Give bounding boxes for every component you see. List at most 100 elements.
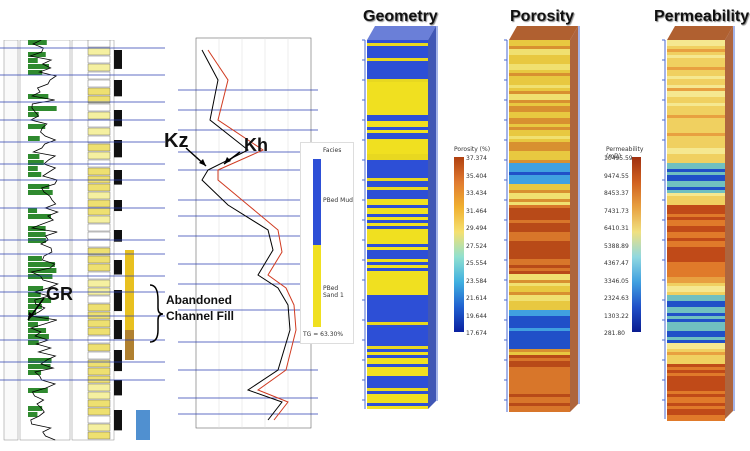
column-layer <box>509 43 570 46</box>
column-layer <box>367 265 428 268</box>
column-layer <box>667 274 725 277</box>
column-layer <box>367 244 428 247</box>
column-layer <box>667 379 725 382</box>
gr-fill <box>28 406 43 411</box>
column-layer <box>667 418 725 421</box>
column-layer <box>509 259 570 262</box>
column-layer <box>667 190 725 193</box>
column-layer <box>667 136 725 139</box>
column-layer <box>667 397 725 400</box>
column-layer <box>667 346 725 349</box>
porosity-tick-4: 29.494 <box>466 225 487 232</box>
gr-fill <box>28 208 38 213</box>
column-layer <box>667 112 725 115</box>
permeability-colorbar: Permeability (mD) 10495.59 9474.55 8453.37… <box>604 145 654 337</box>
column-layer <box>509 94 570 97</box>
lithology-bed <box>87 87 111 96</box>
column-side <box>428 26 436 409</box>
column-layer <box>509 157 570 160</box>
facies-mud-label: PBed Mud <box>323 197 353 204</box>
column-layer <box>367 226 428 229</box>
lithology-bed <box>87 127 111 136</box>
column-layer <box>509 271 570 274</box>
column-layer <box>509 40 570 43</box>
column-layer <box>667 193 725 196</box>
column-layer <box>509 88 570 91</box>
permeability-gradient <box>632 157 641 332</box>
column-layer <box>667 403 725 406</box>
column-layer <box>509 67 570 70</box>
gr-fill <box>28 52 46 57</box>
channel-block <box>125 250 134 330</box>
gr-fill <box>28 322 38 327</box>
column-layer <box>667 106 725 109</box>
column-layer <box>667 79 725 82</box>
kh-curve <box>207 49 297 421</box>
column-layer <box>509 121 570 124</box>
facies-bar <box>114 200 122 212</box>
column-layer <box>367 283 428 286</box>
column-layer <box>509 307 570 310</box>
porosity-tick-3: 31.464 <box>466 207 487 215</box>
lithology-bed <box>87 351 111 360</box>
column-layer <box>509 139 570 142</box>
permeability-tick-5: 5388.89 <box>604 242 629 250</box>
column-layer <box>667 46 725 49</box>
column-layer <box>509 46 570 49</box>
column-layer <box>367 106 428 109</box>
column-layer <box>509 115 570 118</box>
column-layer <box>509 49 570 52</box>
column-layer <box>509 313 570 316</box>
permeability-colorbar-title: Permeability (mD) <box>606 146 644 160</box>
column-layer <box>367 199 428 202</box>
column-layer <box>509 70 570 73</box>
column-layer <box>667 109 725 112</box>
kz-label: Kz <box>164 130 189 152</box>
column-layer <box>509 280 570 283</box>
permeability-tick-10: 281.80 <box>604 330 625 337</box>
column-layer <box>667 205 725 208</box>
channel-label-line2: Channel Fill <box>166 309 235 323</box>
facies-footer: TG = 63.30% <box>303 331 344 338</box>
column-layer <box>367 277 428 280</box>
column-layer <box>667 394 725 397</box>
gr-fill <box>28 232 46 237</box>
column-layer <box>367 358 428 361</box>
gr-fill <box>28 340 39 345</box>
column-layer <box>509 361 570 364</box>
well-log-graphic <box>0 40 165 451</box>
gr-fill <box>28 70 43 75</box>
column-layer <box>667 256 725 259</box>
column-layer <box>367 319 428 322</box>
column-layer <box>367 130 428 133</box>
permeability-tick-0: 10495.59 <box>604 155 633 162</box>
column-layer <box>367 196 428 199</box>
gr-fill <box>28 184 50 189</box>
column-layer <box>509 328 570 331</box>
column-layer <box>667 238 725 241</box>
lithology-bed <box>87 207 111 216</box>
lithology-bed <box>87 143 111 152</box>
facies-bar <box>114 350 122 372</box>
column-layer <box>509 181 570 184</box>
column-layer <box>367 193 428 196</box>
column-layer <box>667 343 725 346</box>
lithology-bed <box>87 191 111 200</box>
column-layer <box>509 322 570 325</box>
column-layer <box>667 103 725 106</box>
column-layer <box>667 82 725 85</box>
column-layer <box>509 76 570 79</box>
gr-fill <box>28 190 53 195</box>
column-layer <box>367 88 428 91</box>
column-layer <box>367 214 428 217</box>
column-layer <box>367 343 428 346</box>
porosity-title: Porosity <box>510 8 575 25</box>
porosity-column-graphic <box>504 26 580 412</box>
column-layer <box>667 61 725 64</box>
column-layer <box>667 220 725 223</box>
column-layer <box>367 229 428 232</box>
facies-bar <box>114 320 122 340</box>
column-layer <box>509 175 570 178</box>
column-layer <box>367 136 428 139</box>
column-layer <box>509 379 570 382</box>
